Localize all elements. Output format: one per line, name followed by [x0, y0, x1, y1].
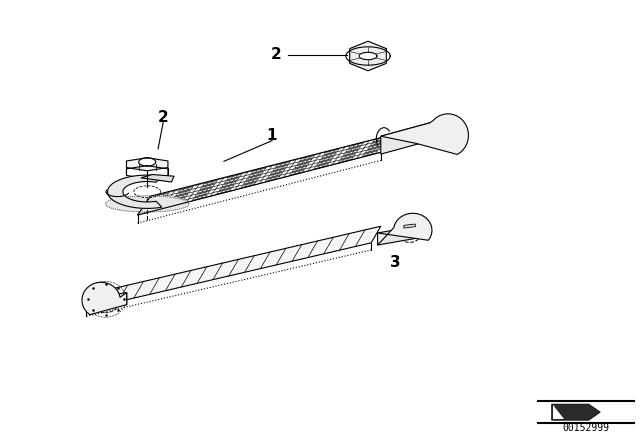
Text: 2: 2 — [271, 47, 282, 62]
Polygon shape — [359, 52, 377, 60]
Polygon shape — [378, 226, 416, 245]
Polygon shape — [437, 128, 450, 141]
Polygon shape — [138, 134, 394, 215]
Text: 2: 2 — [158, 110, 168, 125]
Polygon shape — [553, 405, 564, 419]
Text: 00152999: 00152999 — [562, 423, 609, 433]
Polygon shape — [552, 404, 600, 420]
Polygon shape — [86, 226, 381, 309]
Polygon shape — [99, 293, 113, 306]
Polygon shape — [381, 123, 430, 154]
Polygon shape — [404, 224, 415, 228]
Polygon shape — [381, 114, 468, 155]
Polygon shape — [139, 158, 156, 166]
Polygon shape — [106, 196, 189, 212]
Polygon shape — [378, 213, 432, 245]
Text: 1: 1 — [267, 128, 277, 143]
Text: 3: 3 — [390, 254, 401, 270]
Polygon shape — [91, 293, 127, 311]
Polygon shape — [141, 175, 174, 182]
Polygon shape — [82, 282, 127, 314]
Polygon shape — [108, 175, 162, 208]
Polygon shape — [349, 41, 387, 71]
Polygon shape — [127, 158, 168, 171]
Polygon shape — [404, 226, 415, 236]
